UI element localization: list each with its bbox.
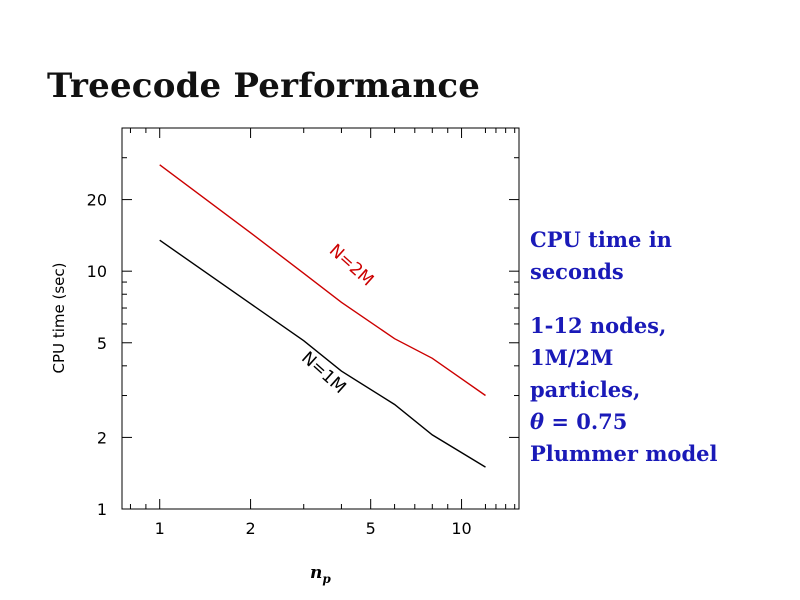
series-label-n-1m: N=1M (297, 348, 349, 398)
y-axis-label: CPU time (sec) (50, 263, 68, 374)
x-axis-label-base: n (310, 563, 322, 583)
theta-symbol: θ (530, 409, 545, 434)
series-label-n-2m: N=2M (325, 240, 377, 290)
plot-frame (121, 127, 520, 510)
side-note-line: seconds (530, 259, 624, 284)
series-layer (159, 164, 486, 468)
y-tick-label: 1 (97, 500, 107, 519)
side-note-cpu-time: CPU time in seconds (530, 224, 672, 288)
side-note-line: particles, (530, 377, 641, 402)
y-tick-label: 5 (97, 334, 107, 353)
side-note-setup: 1-12 nodes, 1M/2M particles, θ = 0.75 Pl… (530, 310, 717, 470)
tick-labels: 1 2 5 10 1 2 5 10 20 (87, 191, 472, 538)
y-tick-label: 20 (87, 191, 107, 210)
x-tick-label: 5 (366, 519, 376, 538)
theta-value: = 0.75 (544, 409, 628, 434)
major-ticks (122, 128, 519, 510)
side-note-line: CPU time in (530, 227, 672, 252)
series-line-n-1m (159, 239, 486, 468)
side-note-line: 1-12 nodes, (530, 313, 667, 338)
series-line-n-2m (159, 164, 486, 397)
x-tick-label: 1 (155, 519, 165, 538)
y-tick-label: 2 (97, 428, 107, 447)
minor-ticks (122, 127, 519, 509)
slide-title: Treecode Performance (47, 66, 481, 106)
x-axis-label: np (310, 563, 331, 586)
side-note-line: 1M/2M (530, 345, 614, 370)
x-axis-label-sub: p (322, 572, 331, 586)
side-note-theta: θ = 0.75 (530, 406, 717, 438)
y-tick-label: 10 (87, 262, 107, 281)
x-tick-label: 10 (451, 519, 471, 538)
x-tick-label: 2 (245, 519, 255, 538)
side-note-line: Plummer model (530, 441, 718, 466)
